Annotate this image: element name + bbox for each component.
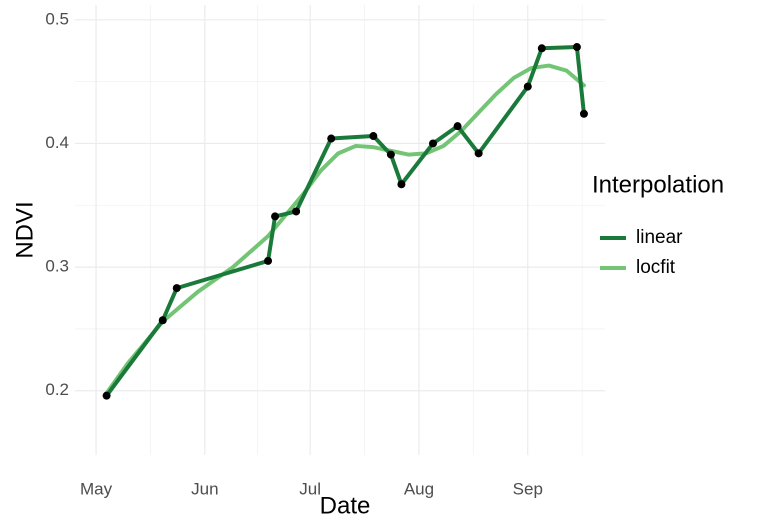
data-point xyxy=(474,149,483,158)
data-point xyxy=(102,391,111,400)
x-tick-label: Jul xyxy=(299,479,321,498)
x-tick-label: May xyxy=(80,479,113,498)
legend-title: Interpolation xyxy=(592,171,724,198)
data-point xyxy=(386,150,395,159)
legend-label: linear xyxy=(636,227,683,248)
x-tick-label: Sep xyxy=(513,479,543,498)
data-point xyxy=(327,134,336,143)
data-point xyxy=(453,122,462,131)
data-point xyxy=(271,212,280,221)
data-point xyxy=(579,109,588,118)
legend-label: locfit xyxy=(636,257,676,278)
x-tick-label: Aug xyxy=(404,479,434,498)
data-point xyxy=(429,139,438,148)
y-tick-label: 0.5 xyxy=(45,9,69,28)
data-point xyxy=(292,207,301,216)
data-point xyxy=(397,180,406,189)
data-point xyxy=(264,256,273,265)
y-axis-title: NDVI xyxy=(11,201,38,258)
data-point xyxy=(172,284,181,293)
y-tick-label: 0.3 xyxy=(45,257,69,276)
x-axis-title: Date xyxy=(320,492,371,519)
y-tick-label: 0.2 xyxy=(45,380,69,399)
y-tick-label: 0.4 xyxy=(45,133,69,152)
line-linear xyxy=(104,45,586,398)
data-point xyxy=(369,132,378,141)
data-point xyxy=(572,43,581,52)
data-point xyxy=(523,82,532,91)
x-tick-label: Jun xyxy=(191,479,218,498)
data-point xyxy=(537,44,546,53)
line-locfit xyxy=(104,63,586,396)
data-point xyxy=(158,316,167,325)
